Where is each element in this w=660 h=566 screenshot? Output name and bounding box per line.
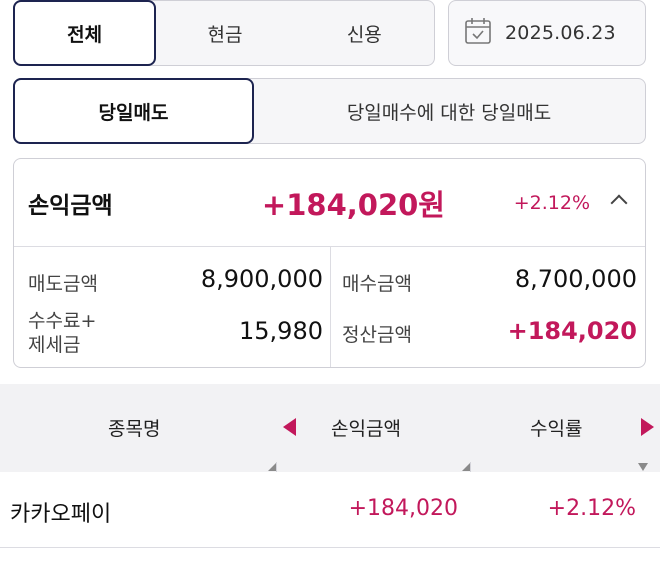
calendar-icon	[463, 16, 493, 50]
pl-label: 손익금액	[28, 192, 113, 219]
table-row[interactable]: 카카오페이 +184,020 +2.12%	[0, 472, 660, 548]
summary-card: 손익금액 +184,020원 +2.12% 매도금액 8,900,000 매수금…	[13, 158, 646, 368]
tab-cash[interactable]: 현금	[207, 23, 243, 46]
tab-same-day-buy-sell[interactable]: 당일매수에 대한 당일매도	[346, 101, 552, 124]
scroll-right-icon[interactable]	[641, 418, 654, 436]
fee-tax-label-line2: 제세금	[28, 334, 81, 356]
fee-tax-value: 15,980	[239, 317, 323, 345]
column-resize-icon	[462, 463, 470, 471]
fee-tax-label: 수수료+ 제세금	[28, 309, 96, 357]
pl-amount: +184,020원	[261, 187, 445, 222]
row-pl-amount: +184,020	[348, 496, 458, 521]
sell-amount-value: 8,900,000	[200, 265, 323, 293]
pl-rate: +2.12%	[513, 191, 590, 214]
summary-details: 매도금액 8,900,000 매수금액 8,700,000 수수료+ 제세금 1…	[14, 247, 645, 367]
tab-same-day-sell[interactable]: 당일매도	[13, 78, 254, 144]
sort-down-icon	[638, 463, 648, 471]
settlement-value: +184,020	[507, 317, 637, 345]
stock-name: 카카오페이	[10, 502, 112, 527]
column-resize-icon	[268, 463, 276, 471]
row-return-rate: +2.12%	[547, 496, 636, 521]
tab-all[interactable]: 전체	[13, 0, 157, 66]
fee-tax-label-line1: 수수료+	[28, 310, 97, 332]
date-picker[interactable]: 2025.06.23	[448, 0, 646, 66]
column-divider	[330, 247, 331, 367]
settlement-label: 정산금액	[342, 324, 412, 346]
date-value: 2025.06.23	[505, 22, 616, 44]
chevron-up-icon[interactable]	[610, 194, 628, 212]
account-type-tabs: 전체 현금 신용	[13, 0, 435, 66]
header-return-rate[interactable]: 수익률	[530, 418, 583, 440]
header-stock-name[interactable]: 종목명	[108, 418, 161, 440]
buy-amount-label: 매수금액	[342, 273, 412, 295]
table-header: 종목명 손익금액 수익률	[0, 384, 660, 472]
scroll-left-icon[interactable]	[283, 418, 296, 436]
header-pl-amount[interactable]: 손익금액	[331, 418, 401, 440]
summary-header[interactable]: 손익금액 +184,020원 +2.12%	[14, 159, 645, 247]
tab-credit[interactable]: 신용	[346, 23, 382, 46]
trade-type-tabs: 당일매도 당일매수에 대한 당일매도	[13, 78, 646, 144]
sell-amount-label: 매도금액	[28, 273, 98, 295]
buy-amount-value: 8,700,000	[514, 265, 637, 293]
